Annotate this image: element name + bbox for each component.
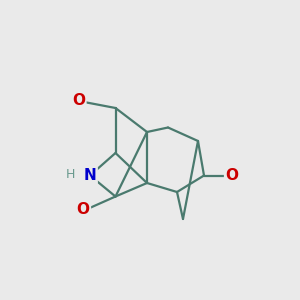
Text: O: O — [225, 168, 239, 183]
Text: N: N — [84, 168, 96, 183]
Text: O: O — [76, 202, 90, 217]
Text: H: H — [66, 167, 75, 181]
Text: O: O — [72, 93, 85, 108]
